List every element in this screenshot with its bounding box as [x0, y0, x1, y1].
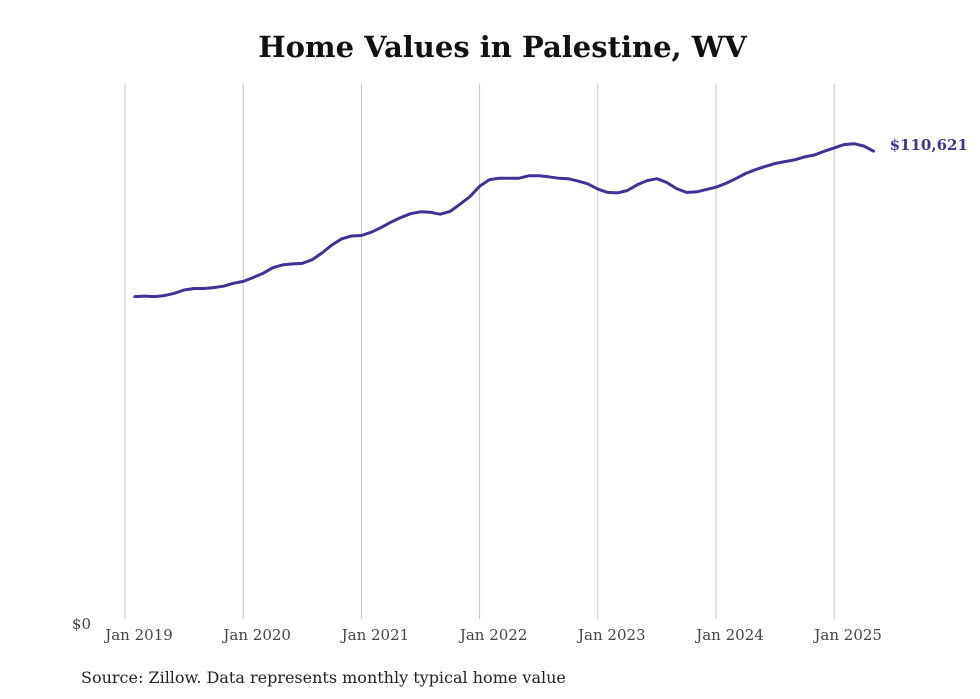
- y-tick-label: $0: [72, 615, 91, 633]
- x-tick-label: Jan 2024: [694, 626, 764, 644]
- x-tick-label: Jan 2023: [576, 626, 646, 644]
- x-tick-label: Jan 2025: [812, 626, 882, 644]
- x-tick-label: Jan 2019: [103, 626, 173, 644]
- series-line: [133, 142, 876, 299]
- x-tick-label: Jan 2021: [340, 626, 410, 644]
- x-tick-label: Jan 2022: [458, 626, 528, 644]
- end-value-label: $110,621: [890, 136, 968, 154]
- x-tick-label: Jan 2020: [221, 626, 291, 644]
- chart-title: Home Values in Palestine, WV: [258, 30, 747, 64]
- source-note: Source: Zillow. Data represents monthly …: [81, 668, 566, 687]
